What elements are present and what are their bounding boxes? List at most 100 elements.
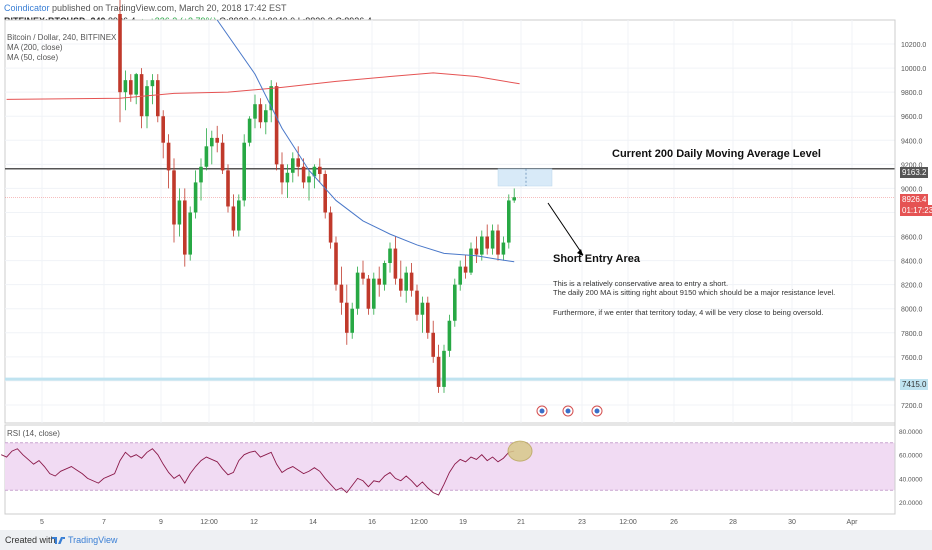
candle-up[interactable] xyxy=(307,176,311,183)
candle-down[interactable] xyxy=(361,272,365,279)
candle-down[interactable] xyxy=(220,142,225,171)
candle-up[interactable] xyxy=(237,200,241,231)
candle-up[interactable] xyxy=(193,182,198,213)
candle-up[interactable] xyxy=(490,230,495,249)
rsi-highlight-circle[interactable] xyxy=(507,440,533,462)
candle-up[interactable] xyxy=(291,158,295,173)
candle-up[interactable] xyxy=(458,266,462,285)
candle-up[interactable] xyxy=(177,200,182,225)
candle-up[interactable] xyxy=(242,142,246,201)
candle-up[interactable] xyxy=(285,172,290,183)
legend-ma200[interactable]: MA (200, close) xyxy=(7,43,63,52)
candle-down[interactable] xyxy=(118,13,122,93)
short-entry-box[interactable] xyxy=(497,168,553,187)
level-tag-lower: 7415.0 xyxy=(900,379,929,390)
candle-down[interactable] xyxy=(426,302,430,333)
time-tick-label: 7 xyxy=(102,519,106,526)
arrow-head-icon xyxy=(577,249,583,256)
candle-down[interactable] xyxy=(399,278,403,291)
candle-up[interactable] xyxy=(247,118,252,143)
ma50-line[interactable] xyxy=(216,19,515,263)
candle-down[interactable] xyxy=(436,356,441,387)
candle-up[interactable] xyxy=(210,137,214,147)
candle-up[interactable] xyxy=(388,248,392,264)
candle-down[interactable] xyxy=(377,278,381,285)
candle-down[interactable] xyxy=(345,302,349,333)
candle-up[interactable] xyxy=(150,80,155,87)
annotation-line-1: This is a relatively conservative area t… xyxy=(553,279,729,288)
candle-up[interactable] xyxy=(312,166,317,177)
candle-up[interactable] xyxy=(145,86,149,117)
candle-up[interactable] xyxy=(480,236,484,255)
candle-down[interactable] xyxy=(296,158,300,167)
rsi-tick-label: 20.0000 xyxy=(899,500,923,507)
candle-up[interactable] xyxy=(269,86,273,111)
legend-ma50[interactable]: MA (50, close) xyxy=(7,53,59,62)
candle-up[interactable] xyxy=(447,320,452,351)
candle-down[interactable] xyxy=(274,86,279,165)
candle-down[interactable] xyxy=(409,272,414,291)
candle-up[interactable] xyxy=(512,197,516,201)
candle-up[interactable] xyxy=(372,278,376,309)
candle-down[interactable] xyxy=(215,137,219,143)
candle-down[interactable] xyxy=(301,166,306,183)
candle-up[interactable] xyxy=(382,263,387,285)
candle-down[interactable] xyxy=(393,248,398,279)
candle-up[interactable] xyxy=(134,74,138,95)
candle-down[interactable] xyxy=(129,80,133,95)
candle-down[interactable] xyxy=(366,278,371,309)
candle-down[interactable] xyxy=(474,248,479,255)
event-flag-dot xyxy=(565,408,571,414)
candle-down[interactable] xyxy=(231,206,236,231)
candle-down[interactable] xyxy=(156,80,160,117)
candle-up[interactable] xyxy=(420,302,425,315)
rsi-line[interactable] xyxy=(1,448,515,496)
candle-down[interactable] xyxy=(323,173,327,213)
candle-down[interactable] xyxy=(463,266,468,273)
author-link[interactable]: Coindicator xyxy=(4,3,50,13)
candle-down[interactable] xyxy=(161,116,165,143)
candle-up[interactable] xyxy=(355,272,360,309)
candle-down[interactable] xyxy=(226,170,230,207)
candle-up[interactable] xyxy=(350,308,354,333)
candle-up[interactable] xyxy=(204,146,209,167)
candle-up[interactable] xyxy=(123,80,128,93)
candle-down[interactable] xyxy=(318,166,322,174)
legend-rsi[interactable]: RSI (14, close) xyxy=(7,429,60,438)
candle-up[interactable] xyxy=(253,104,257,119)
candle-up[interactable] xyxy=(469,248,473,273)
candle-up[interactable] xyxy=(453,284,457,321)
ma-level-annotation[interactable]: Current 200 Daily Moving Average Level xyxy=(612,148,821,160)
candle-down[interactable] xyxy=(415,290,419,315)
candle-down[interactable] xyxy=(485,236,489,249)
candle-down[interactable] xyxy=(139,74,144,117)
candle-down[interactable] xyxy=(280,164,284,183)
candle-up[interactable] xyxy=(188,212,192,255)
candle-up[interactable] xyxy=(442,350,446,387)
price-pane[interactable] xyxy=(4,19,896,424)
candle-down[interactable] xyxy=(328,212,333,243)
candle-up[interactable] xyxy=(404,272,408,291)
candle-down[interactable] xyxy=(431,332,435,357)
candle-down[interactable] xyxy=(496,230,500,255)
published-text: published on TradingView.com, March 20, … xyxy=(52,3,287,13)
price-tick-label: 10000.0 xyxy=(901,66,926,73)
price-chart[interactable]: 10200.010000.09800.09600.09400.09200.090… xyxy=(0,0,932,530)
candle-up[interactable] xyxy=(264,110,268,123)
candle-down[interactable] xyxy=(334,242,338,285)
time-tick-label: 23 xyxy=(578,519,586,526)
candle-down[interactable] xyxy=(172,170,176,225)
short-entry-annotation[interactable]: Short Entry Area xyxy=(553,253,641,265)
tradingview-brand-link[interactable]: TradingView xyxy=(68,535,118,545)
price-tick-label: 8600.0 xyxy=(901,235,923,242)
price-tick-label: 10200.0 xyxy=(901,42,926,49)
candle-up[interactable] xyxy=(501,242,506,255)
ma200-line[interactable] xyxy=(6,72,520,100)
candle-down[interactable] xyxy=(258,104,263,123)
candle-up[interactable] xyxy=(199,166,203,183)
candle-down[interactable] xyxy=(183,200,187,255)
last-price-tag: 8926.4 xyxy=(900,194,929,205)
candle-down[interactable] xyxy=(339,284,344,303)
candle-down[interactable] xyxy=(166,142,171,171)
candle-up[interactable] xyxy=(507,200,511,243)
